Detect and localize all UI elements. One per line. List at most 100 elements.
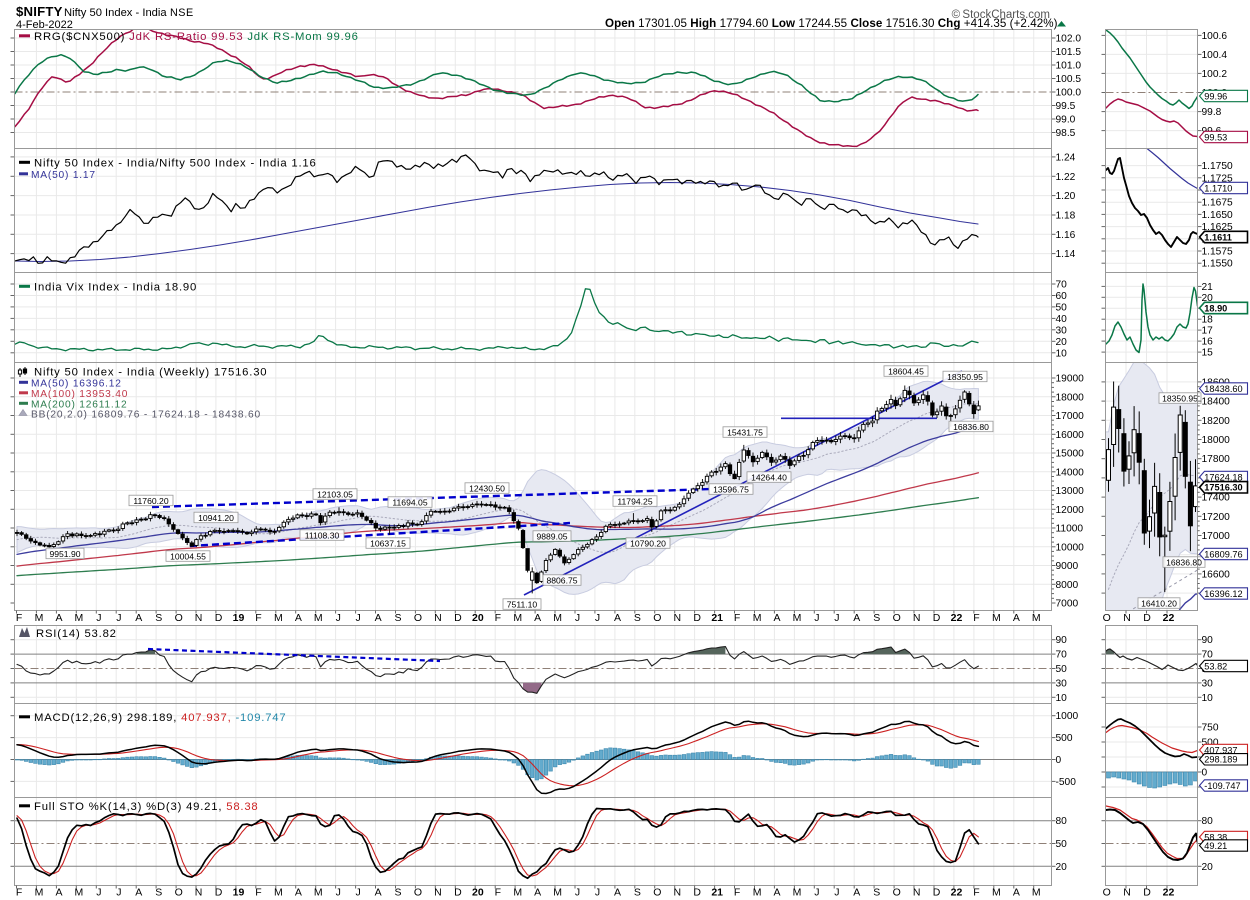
svg-text:101.0: 101.0 xyxy=(1056,61,1082,72)
svg-text:N: N xyxy=(1123,612,1131,624)
svg-text:F: F xyxy=(495,612,501,624)
svg-text:18000: 18000 xyxy=(1202,435,1231,446)
svg-text:D: D xyxy=(215,887,223,899)
svg-text:16836.80: 16836.80 xyxy=(1166,557,1202,567)
svg-text:A: A xyxy=(774,887,781,899)
svg-text:MACD(12,26,9) 298.189, 407.937: MACD(12,26,9) 298.189, 407.937, -109.747 xyxy=(34,712,286,724)
svg-text:16410.20: 16410.20 xyxy=(1141,598,1177,608)
svg-text:30: 30 xyxy=(1056,678,1068,689)
svg-text:M: M xyxy=(793,612,802,624)
svg-text:J: J xyxy=(814,887,819,899)
svg-text:99.96: 99.96 xyxy=(1204,91,1227,101)
svg-text:17000: 17000 xyxy=(1202,531,1231,542)
svg-text:17200: 17200 xyxy=(1202,512,1231,523)
svg-text:16396.12: 16396.12 xyxy=(1204,589,1242,599)
svg-text:A: A xyxy=(375,612,382,624)
svg-text:70: 70 xyxy=(1056,280,1068,291)
svg-text:0: 0 xyxy=(1202,768,1208,779)
svg-text:S: S xyxy=(155,612,162,624)
svg-text:58.38: 58.38 xyxy=(1204,832,1227,842)
svg-text:90: 90 xyxy=(1202,635,1214,646)
svg-text:22: 22 xyxy=(1163,887,1175,899)
svg-text:20: 20 xyxy=(1056,862,1068,873)
svg-text:18200: 18200 xyxy=(1202,416,1231,427)
svg-text:20: 20 xyxy=(1202,862,1214,873)
svg-text:India Vix Index - India 18.90: India Vix Index - India 18.90 xyxy=(34,282,197,294)
svg-text:A: A xyxy=(614,612,621,624)
svg-text:J: J xyxy=(336,887,341,899)
svg-text:J: J xyxy=(834,887,839,899)
svg-text:O: O xyxy=(893,612,901,624)
svg-text:80: 80 xyxy=(1056,816,1068,827)
svg-text:16836.80: 16836.80 xyxy=(953,422,989,432)
svg-text:15: 15 xyxy=(1202,348,1214,359)
svg-text:10: 10 xyxy=(1056,348,1068,359)
svg-text:$NIFTY: $NIFTY xyxy=(16,4,63,19)
svg-text:98.5: 98.5 xyxy=(1056,128,1076,139)
svg-text:A: A xyxy=(375,887,382,899)
svg-text:F: F xyxy=(973,612,979,624)
svg-text:10790.20: 10790.20 xyxy=(630,538,666,548)
svg-text:A: A xyxy=(1013,612,1020,624)
svg-text:A: A xyxy=(295,887,302,899)
svg-text:A: A xyxy=(135,887,142,899)
svg-text:53.82: 53.82 xyxy=(1204,661,1227,671)
svg-text:16: 16 xyxy=(1202,337,1214,348)
svg-text:1.1750: 1.1750 xyxy=(1202,161,1233,172)
svg-text:D: D xyxy=(454,612,462,624)
svg-text:49.21: 49.21 xyxy=(1204,841,1227,851)
svg-text:F: F xyxy=(16,612,22,624)
svg-text:9000: 9000 xyxy=(1056,561,1079,572)
svg-text:M: M xyxy=(314,887,323,899)
svg-text:N: N xyxy=(1123,887,1131,899)
svg-text:D: D xyxy=(1143,887,1151,899)
svg-text:22: 22 xyxy=(1163,612,1175,624)
svg-text:1000: 1000 xyxy=(1056,711,1079,722)
svg-text:F: F xyxy=(734,887,740,899)
svg-text:D: D xyxy=(933,612,941,624)
svg-text:A: A xyxy=(55,612,62,624)
svg-text:18000: 18000 xyxy=(1056,392,1085,403)
svg-text:17800: 17800 xyxy=(1202,454,1231,465)
svg-text:Open 17301.05 High 17794.60 Lo: Open 17301.05 High 17794.60 Low 17244.55… xyxy=(605,17,1058,30)
svg-text:A: A xyxy=(774,612,781,624)
svg-text:Nifty 50 Index - India (Weekly: Nifty 50 Index - India (Weekly) 17516.30 xyxy=(34,367,267,379)
svg-text:100.0: 100.0 xyxy=(1056,88,1082,99)
svg-text:© StockCharts.com: © StockCharts.com xyxy=(952,9,1050,21)
svg-text:10004.55: 10004.55 xyxy=(170,551,206,561)
svg-text:13596.75: 13596.75 xyxy=(713,484,749,494)
svg-text:D: D xyxy=(933,887,941,899)
svg-text:N: N xyxy=(195,612,203,624)
svg-text:A: A xyxy=(1013,887,1020,899)
svg-text:A: A xyxy=(534,887,541,899)
svg-text:1.20: 1.20 xyxy=(1056,191,1076,202)
svg-text:S: S xyxy=(873,887,880,899)
svg-text:F: F xyxy=(255,612,261,624)
svg-text:18400: 18400 xyxy=(1202,397,1231,408)
svg-text:S: S xyxy=(395,887,402,899)
svg-text:22: 22 xyxy=(951,887,963,899)
svg-text:22: 22 xyxy=(951,612,963,624)
svg-text:90: 90 xyxy=(1056,635,1068,646)
svg-text:M: M xyxy=(274,612,283,624)
svg-text:100.4: 100.4 xyxy=(1202,50,1228,61)
svg-text:MA(50) 1.17: MA(50) 1.17 xyxy=(31,170,96,181)
svg-text:298.189: 298.189 xyxy=(1204,755,1237,765)
svg-text:S: S xyxy=(873,612,880,624)
svg-text:10941.20: 10941.20 xyxy=(198,513,234,523)
svg-text:A: A xyxy=(614,887,621,899)
svg-text:A: A xyxy=(55,887,62,899)
svg-text:9951.90: 9951.90 xyxy=(49,549,80,559)
svg-text:N: N xyxy=(913,887,921,899)
svg-text:16600: 16600 xyxy=(1202,569,1231,580)
svg-text:F: F xyxy=(255,887,261,899)
svg-text:17516.30: 17516.30 xyxy=(1204,483,1242,493)
svg-text:18: 18 xyxy=(1202,315,1214,326)
svg-text:1.22: 1.22 xyxy=(1056,172,1076,183)
svg-text:18.90: 18.90 xyxy=(1204,303,1227,313)
svg-text:50: 50 xyxy=(1056,839,1068,850)
svg-text:7000: 7000 xyxy=(1056,599,1079,610)
svg-text:MA(200) 12611.12: MA(200) 12611.12 xyxy=(31,400,127,411)
svg-text:0: 0 xyxy=(1056,755,1062,766)
svg-text:S: S xyxy=(395,612,402,624)
